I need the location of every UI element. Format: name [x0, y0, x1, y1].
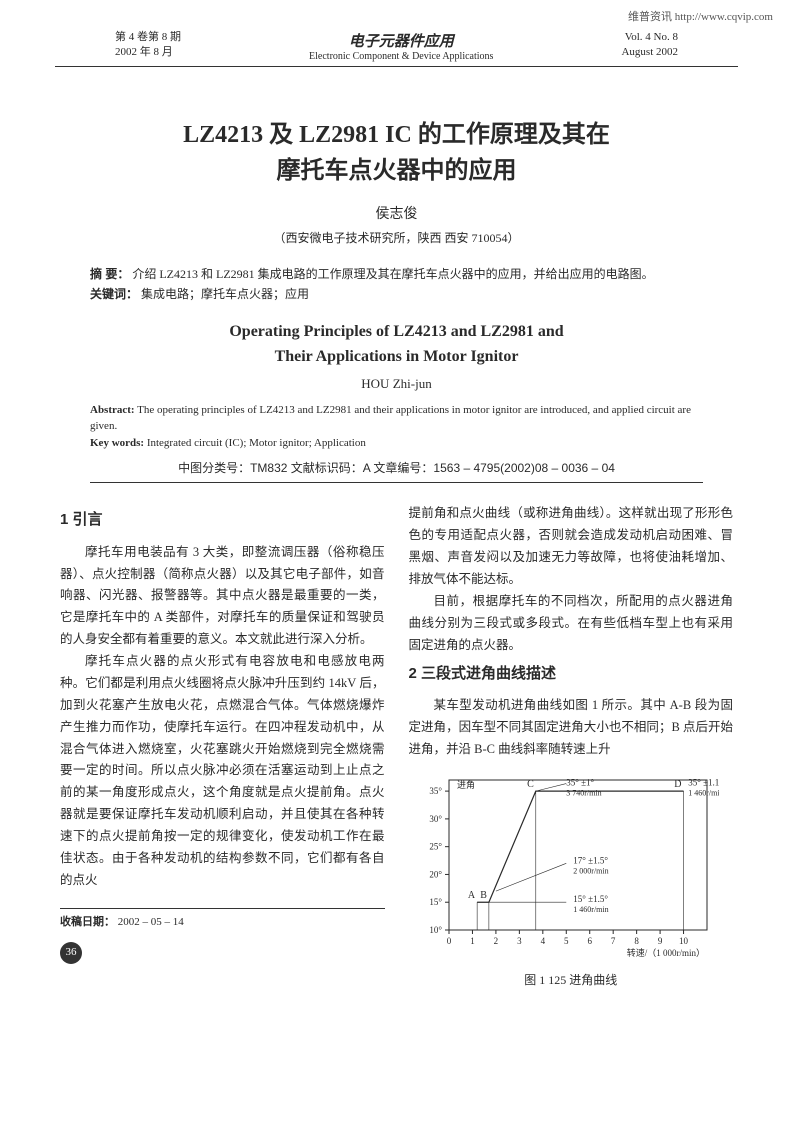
svg-text:9: 9 [657, 936, 662, 946]
section1-heading: 1 引言 [60, 507, 385, 533]
svg-text:3: 3 [517, 936, 522, 946]
keywords-cn-label: 关键词： [90, 287, 138, 301]
issue-cn: 第 4 卷第 8 期 [115, 30, 181, 45]
title-en-line1: Operating Principles of LZ4213 and LZ298… [60, 319, 733, 345]
header-left: 第 4 卷第 8 期 2002 年 8 月 [115, 30, 181, 61]
section1-para1: 摩托车用电装品有 3 大类，即整流调压器（俗称稳压器）、点火控制器（简称点火器）… [60, 542, 385, 651]
svg-text:D: D [674, 780, 681, 791]
svg-text:35° ±1°: 35° ±1° [566, 778, 594, 788]
watermark-text: 维普资讯 http://www.cqvip.com [628, 8, 773, 24]
received-date-label: 收稿日期： [60, 916, 115, 928]
svg-text:3 740r/min: 3 740r/min [566, 789, 601, 798]
col2-para2: 目前，根据摩托车的不同档次，所配用的点火器进角曲线分别为三段式或多段式。在有些低… [409, 591, 734, 657]
svg-text:2 000r/min: 2 000r/min [573, 867, 608, 876]
abstract-cn-text: 介绍 LZ4213 和 LZ2981 集成电路的工作原理及其在摩托车点火器中的应… [132, 267, 653, 281]
svg-text:20°: 20° [429, 870, 442, 880]
abstract-cn-block: 摘 要： 介绍 LZ4213 和 LZ2981 集成电路的工作原理及其在摩托车点… [90, 264, 703, 305]
svg-text:5: 5 [564, 936, 569, 946]
journal-name-cn: 电子元器件应用 [181, 30, 621, 51]
svg-text:1 460r/min: 1 460r/min [688, 789, 719, 798]
date-cn: 2002 年 8 月 [115, 45, 181, 60]
abstract-en-text: The operating principles of LZ4213 and L… [90, 404, 691, 433]
svg-text:17° ±1.5°: 17° ±1.5° [573, 856, 608, 866]
title-cn-line2: 摩托车点火器中的应用 [60, 153, 733, 189]
svg-text:B: B [480, 891, 487, 902]
section2-heading: 2 三段式进角曲线描述 [409, 661, 734, 687]
col2-para1: 提前角和点火曲线（或称进角曲线）。这样就出现了形形色色的专用适配点火器，否则就会… [409, 503, 734, 591]
title-en-block: Operating Principles of LZ4213 and LZ298… [60, 319, 733, 392]
journal-name-en: Electronic Component & Device Applicatio… [181, 51, 621, 62]
page-number-badge: 36 [60, 942, 82, 964]
figure-1-caption: 图 1 125 进角曲线 [409, 970, 734, 991]
figure-1-chart: 0 1 2 3 4 5 6 7 8 9 10 10° 15° 20° 25° 30° 35° 转速/（1 000r… [409, 768, 734, 991]
svg-text:C: C [527, 780, 534, 791]
svg-text:15°: 15° [429, 898, 442, 908]
svg-text:1 460r/min: 1 460r/min [573, 906, 608, 915]
vol-no: Vol. 4 No. 8 [621, 30, 678, 45]
keywords-cn-text: 集成电路；摩托车点火器；应用 [141, 287, 309, 301]
svg-text:0: 0 [446, 936, 451, 946]
svg-text:2: 2 [493, 936, 498, 946]
classification-line: 中图分类号：TM832 文献标识码：A 文章编号：1563 – 4795(200… [90, 459, 703, 483]
figure-1-svg: 0 1 2 3 4 5 6 7 8 9 10 10° 15° 20° 25° 30° 35° 转速/（1 000r… [409, 768, 719, 958]
svg-text:10: 10 [679, 936, 689, 946]
affiliation-cn: （西安微电子技术研究所，陕西 西安 710054） [60, 229, 733, 246]
keywords-en-text: Integrated circuit (IC); Motor ignitor; … [147, 437, 366, 449]
author-en: HOU Zhi-jun [60, 376, 733, 392]
svg-text:35°: 35° [429, 787, 442, 797]
svg-text:8: 8 [634, 936, 639, 946]
svg-text:10°: 10° [429, 925, 442, 935]
abstract-en-block: Abstract: The operating principles of LZ… [90, 402, 703, 452]
title-cn-line1: LZ4213 及 LZ2981 IC 的工作原理及其在 [60, 117, 733, 153]
svg-text:转速/（1 000r/min）: 转速/（1 000r/min） [626, 947, 704, 958]
svg-text:进角: 进角 [457, 779, 475, 790]
right-column: 提前角和点火曲线（或称进角曲线）。这样就出现了形形色色的专用适配点火器，否则就会… [409, 503, 734, 991]
svg-text:30°: 30° [429, 814, 442, 824]
date-en: August 2002 [621, 45, 678, 60]
abstract-en-label: Abstract: [90, 404, 135, 416]
title-en-line2: Their Applications in Motor Ignitor [60, 344, 733, 370]
svg-text:6: 6 [587, 936, 592, 946]
body-columns: 1 引言 摩托车用电装品有 3 大类，即整流调压器（俗称稳压器）、点火控制器（简… [60, 503, 733, 991]
svg-text:25°: 25° [429, 842, 442, 852]
received-date-block: 收稿日期： 2002 – 05 – 14 [60, 908, 385, 932]
section2-para1: 某车型发动机进角曲线如图 1 所示。其中 A-B 段为固定进角，因车型不同其固定… [409, 695, 734, 761]
left-column: 1 引言 摩托车用电装品有 3 大类，即整流调压器（俗称稳压器）、点火控制器（简… [60, 503, 385, 991]
svg-text:15° ±1.5°: 15° ±1.5° [573, 895, 608, 905]
title-block: LZ4213 及 LZ2981 IC 的工作原理及其在 摩托车点火器中的应用 侯… [60, 117, 733, 246]
svg-text:A: A [467, 891, 475, 902]
keywords-en-label: Key words: [90, 437, 144, 449]
svg-text:4: 4 [540, 936, 545, 946]
section1-para2: 摩托车点火器的点火形式有电容放电和电感放电两种。它们都是利用点火线圈将点火脉冲升… [60, 651, 385, 892]
author-cn: 侯志俊 [60, 203, 733, 223]
abstract-cn-label: 摘 要： [90, 267, 129, 281]
header-right: Vol. 4 No. 8 August 2002 [621, 30, 678, 61]
svg-text:1: 1 [470, 936, 475, 946]
svg-text:35° ±1.1°: 35° ±1.1° [688, 778, 719, 788]
svg-text:7: 7 [610, 936, 615, 946]
header-center: 电子元器件应用 Electronic Component & Device Ap… [181, 30, 621, 62]
received-date-value: 2002 – 05 – 14 [118, 916, 184, 928]
